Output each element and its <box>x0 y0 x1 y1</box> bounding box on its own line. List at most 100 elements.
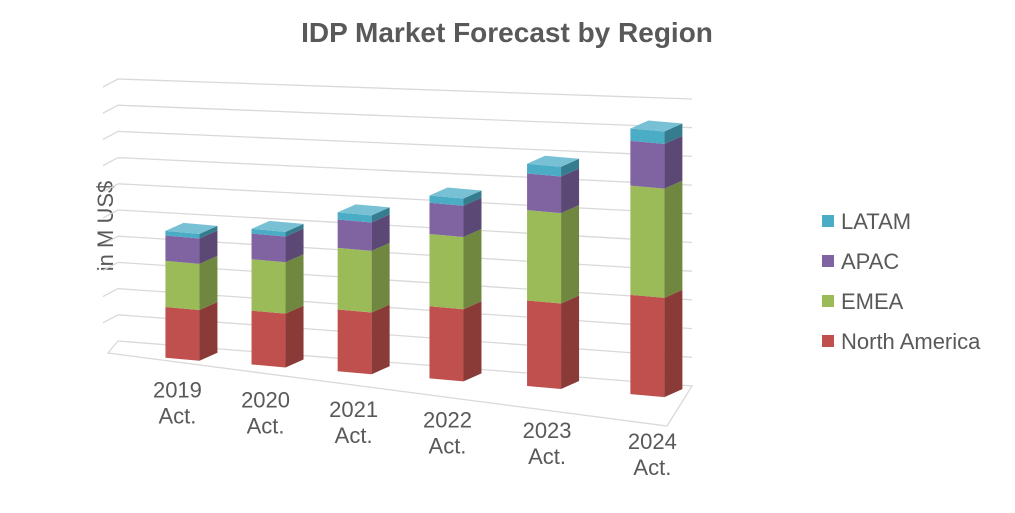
floor-outline <box>106 340 694 427</box>
bar-stack-2 <box>251 220 304 368</box>
gridline <box>117 183 693 215</box>
bar-segment-latam <box>251 228 286 237</box>
bar-stack-1 <box>165 222 218 361</box>
gridline-side <box>102 183 119 193</box>
legend-swatch <box>822 255 834 267</box>
category-label: Act. <box>247 413 285 438</box>
legend-label: EMEA <box>841 289 904 314</box>
gridline <box>117 209 693 244</box>
category-label: 2023 <box>523 418 572 443</box>
y-axis-label: in M US$ <box>93 181 118 271</box>
legend-swatch <box>822 215 834 227</box>
category-labels: 2019Act.2020Act.2021Act.2022Act.2023Act.… <box>153 378 677 480</box>
bar-segment-north-america <box>630 294 665 398</box>
bar-side <box>664 289 683 398</box>
bar-segment-apac <box>527 173 562 214</box>
legend-swatch <box>822 295 834 307</box>
category-label: 2022 <box>423 407 472 432</box>
gridline-side <box>102 104 119 114</box>
bars <box>165 120 683 398</box>
bar-side <box>463 197 482 238</box>
category-label: Act. <box>335 423 373 448</box>
bar-side <box>371 214 390 251</box>
bar-segment-north-america <box>251 310 286 368</box>
legend: LATAM APAC EMEA North America <box>822 209 981 354</box>
gridline-side <box>102 157 119 167</box>
bar-top <box>630 120 683 132</box>
bar-side <box>463 229 482 310</box>
bar-segment-latam <box>337 212 372 223</box>
bar-side <box>199 255 218 310</box>
bar-side <box>199 225 218 239</box>
bar-side <box>371 304 390 375</box>
gridline-side <box>102 78 119 88</box>
bar-segment-emea <box>630 185 665 298</box>
bar-segment-apac <box>251 233 286 263</box>
bar-segment-north-america <box>527 300 562 390</box>
bar-segment-north-america <box>165 306 200 361</box>
gridline-side <box>102 288 119 298</box>
bar-side <box>463 190 482 206</box>
bar-side <box>285 305 304 368</box>
gridline-side <box>102 314 119 324</box>
category-label: Act. <box>633 455 671 480</box>
gridline-side <box>102 261 119 271</box>
bar-segment-emea <box>429 234 464 310</box>
bar-side <box>664 135 683 189</box>
bar-side <box>371 242 390 313</box>
gridline <box>117 104 693 129</box>
legend-label: APAC <box>841 249 899 274</box>
gridline <box>117 78 693 100</box>
bar-segment-apac <box>165 235 200 264</box>
bar-side <box>371 207 390 223</box>
bar-top <box>429 187 482 199</box>
bar-segment-latam <box>527 163 562 177</box>
gridline <box>117 156 693 186</box>
bar-segment-apac <box>630 140 665 189</box>
bar-segment-latam <box>429 195 464 206</box>
bar-segment-latam <box>165 230 200 239</box>
bar-stack-5 <box>527 155 580 390</box>
bar-side <box>561 205 580 304</box>
category-label: Act. <box>429 433 467 458</box>
bar-stack-6 <box>630 120 683 398</box>
bar-side <box>561 158 580 177</box>
legend-label: LATAM <box>841 209 911 234</box>
category-label: 2020 <box>241 387 290 412</box>
bar-segment-latam <box>630 128 665 144</box>
bar-side <box>199 301 218 361</box>
bar-segment-emea <box>337 247 372 313</box>
category-label: 2021 <box>329 397 378 422</box>
bar-top <box>251 220 304 232</box>
legend-label: North America <box>841 329 981 354</box>
bar-segment-apac <box>337 219 372 251</box>
category-label: 2024 <box>628 429 677 454</box>
bar-top <box>337 204 390 216</box>
bar-side <box>199 230 218 264</box>
bar-side <box>463 301 482 382</box>
bar-segment-emea <box>165 260 200 310</box>
bar-stack-4 <box>429 187 482 382</box>
category-label: 2019 <box>153 378 202 403</box>
category-label: Act. <box>528 444 566 469</box>
category-label: Act. <box>158 404 196 429</box>
bar-segment-emea <box>251 259 286 314</box>
bar-top <box>527 155 580 167</box>
bar-side <box>664 180 683 298</box>
bar-segment-emea <box>527 210 562 304</box>
bar-side <box>285 228 304 263</box>
bar-side <box>561 168 580 214</box>
chart-floor <box>106 340 694 427</box>
bar-top <box>165 222 218 234</box>
bar-side <box>285 223 304 237</box>
bar-stack-3 <box>337 204 390 375</box>
gridline <box>117 130 693 158</box>
bar-segment-apac <box>429 202 464 238</box>
bar-side <box>664 123 683 144</box>
legend-swatch <box>822 335 834 347</box>
bar-segment-north-america <box>337 309 372 375</box>
gridline-side <box>102 235 119 245</box>
chart-title: IDP Market Forecast by Region <box>301 17 713 48</box>
